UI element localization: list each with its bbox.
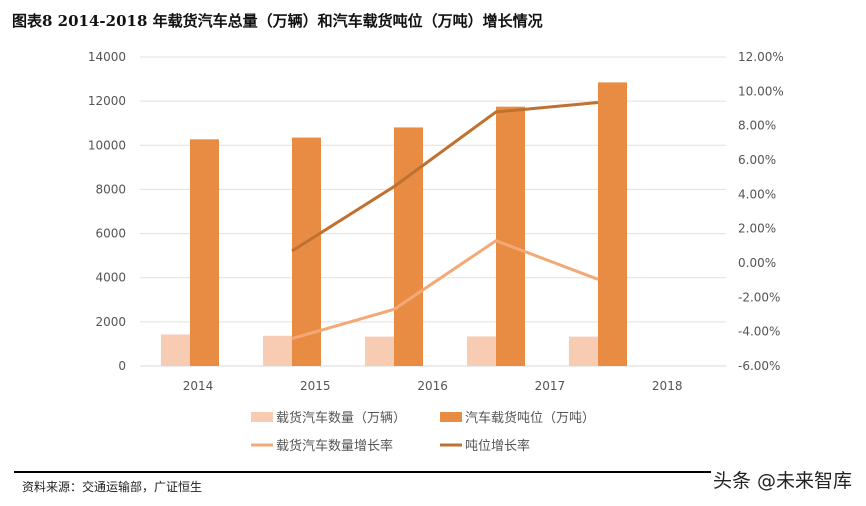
line-vehicle-count-growth (291, 239, 599, 340)
chart-svg: 0 2000 4000 6000 8000 10000 12000 14000 -6.00% -4… (88, 50, 784, 454)
divider (14, 471, 854, 473)
right-tick-label: -6.00% (738, 359, 780, 373)
x-tick-label: 2018 (652, 379, 683, 393)
bar-vehicle-count (467, 336, 496, 366)
left-tick-label: 0 (118, 359, 126, 373)
legend-label: 载货汽车数量（万辆） (276, 410, 406, 426)
x-tick-label: 2016 (417, 379, 448, 393)
right-tick-label: 0.00% (738, 256, 776, 270)
line-tonnage-growth (291, 100, 599, 253)
x-tick-label: 2017 (535, 379, 566, 393)
bar-tonnage (394, 127, 423, 366)
left-tick-label: 6000 (95, 227, 126, 241)
bar-vehicle-count (365, 336, 394, 366)
bar-vehicle-count (569, 336, 598, 366)
chart-title: 图表8 2014-2018 年载货汽车总量（万辆）和汽车载货吨位（万吨）增长情况 (12, 12, 543, 30)
x-tick-label: 2015 (300, 379, 331, 393)
left-tick-label: 8000 (95, 182, 126, 196)
left-tick-label: 2000 (95, 315, 126, 329)
right-tick-label: 4.00% (738, 187, 776, 201)
bar-vehicle-count (161, 334, 190, 366)
bar-tonnage (496, 106, 525, 367)
watermark: 头条 @未来智库 (710, 466, 854, 493)
right-tick-label: 2.00% (738, 222, 776, 236)
right-tick-label: -2.00% (738, 290, 780, 304)
x-tick-label: 2014 (183, 379, 214, 393)
right-tick-label: 12.00% (738, 50, 784, 64)
right-tick-label: 8.00% (738, 119, 776, 133)
right-tick-label: 10.00% (738, 84, 784, 98)
left-tick-label: 14000 (88, 50, 126, 64)
left-tick-label: 10000 (88, 138, 126, 152)
left-tick-label: 12000 (88, 94, 126, 108)
bar-vehicle-count (263, 335, 292, 366)
legend-label: 汽车载货吨位（万吨） (465, 410, 595, 426)
bar-tonnage (190, 139, 219, 366)
right-tick-label: -4.00% (738, 325, 780, 339)
bar-tonnage (598, 82, 627, 366)
legend-label: 载货汽车数量增长率 (276, 438, 393, 454)
right-tick-label: 6.00% (738, 153, 776, 167)
source-note: 资料来源：交通运输部，广证恒生 (22, 480, 203, 494)
legend-swatch (440, 412, 462, 422)
legend-label: 吨位增长率 (465, 438, 530, 454)
left-tick-label: 4000 (95, 271, 126, 285)
legend-swatch (251, 412, 273, 422)
bar-tonnage (292, 137, 321, 366)
